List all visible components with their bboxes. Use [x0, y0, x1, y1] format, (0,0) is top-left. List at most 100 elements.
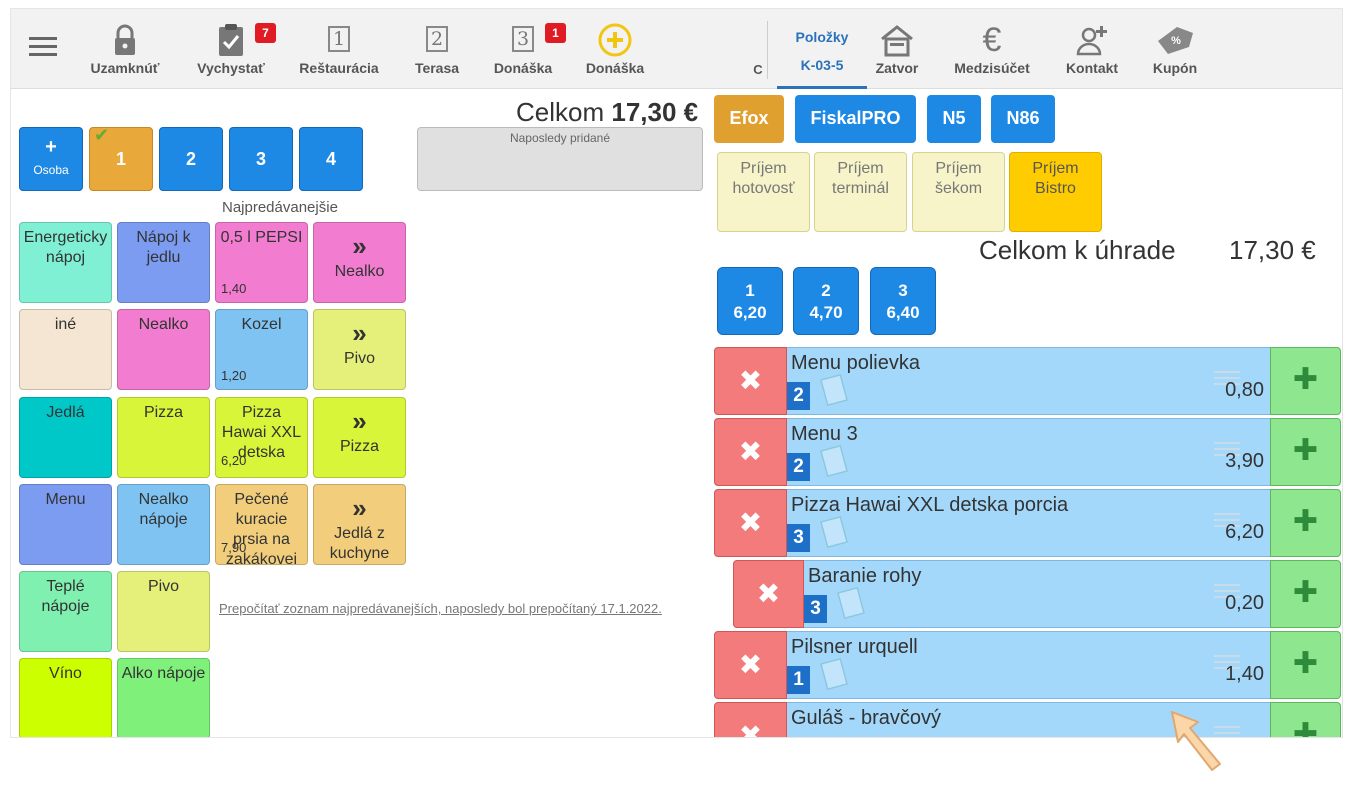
- person-3-button[interactable]: 3: [229, 127, 293, 191]
- order-item-qty: 3: [787, 524, 810, 552]
- tile-alko-napoje[interactable]: Alko nápoje: [117, 658, 210, 737]
- coupon-button[interactable]: % Kupón: [1145, 9, 1205, 89]
- cut-off-tab-label: C: [753, 62, 763, 77]
- drag-handle-icon[interactable]: [1214, 368, 1240, 394]
- new-delivery-button[interactable]: Donáška: [577, 9, 653, 89]
- tile-kozel-price: 1,20: [221, 368, 247, 383]
- delete-item-button[interactable]: ✖: [714, 702, 787, 738]
- double-chevron-icon: »: [352, 406, 367, 436]
- drag-handle-icon[interactable]: [1214, 581, 1240, 607]
- tile-energy-drink-label: Energeticky nápoj: [23, 229, 108, 266]
- fiskalpro-button[interactable]: FiskalPRO: [795, 95, 916, 143]
- tile-nealko[interactable]: Nealko: [117, 309, 210, 390]
- tile-nealko-napoje[interactable]: Nealko nápoje: [117, 484, 210, 565]
- tile-pivo[interactable]: Pivo: [117, 571, 210, 652]
- delete-item-button[interactable]: ✖: [714, 489, 787, 557]
- tile-pepsi-price: 1,40: [221, 281, 247, 296]
- tile-vino[interactable]: Víno: [19, 658, 112, 737]
- person-2-label: 2: [185, 149, 196, 169]
- delete-item-button[interactable]: ✖: [714, 631, 787, 699]
- tile-pepsi[interactable]: 0,5 l PEPSI 1,40: [215, 222, 308, 303]
- drag-handle-icon[interactable]: [1214, 439, 1240, 465]
- person-1-button[interactable]: ✔ 1: [89, 125, 153, 191]
- receive-cash-button[interactable]: Príjem hotovosť: [717, 152, 810, 232]
- tile-kuracie-prsia[interactable]: Pečené kuracie prsia na zakákovei 7,90: [215, 484, 308, 565]
- person-2-button[interactable]: 2: [159, 127, 223, 191]
- double-chevron-icon: »: [352, 493, 367, 523]
- order-item-body[interactable]: Menu 3 2 3,90: [787, 418, 1270, 486]
- cut-off-tab[interactable]: C: [751, 9, 765, 89]
- recalculate-top-sellers-link[interactable]: Prepočítať zoznam najpredávanejších, nap…: [219, 601, 662, 616]
- order-item-row: ✖ Menu 3 2 3,90 ✚: [714, 418, 1341, 486]
- note-icon: [837, 587, 865, 619]
- toolbar-divider: [767, 21, 768, 79]
- add-contact-icon: [1076, 26, 1107, 56]
- order-item-body[interactable]: Pilsner urquell 1 1,40: [787, 631, 1270, 699]
- tile-pivo-nav[interactable]: » Pivo: [313, 309, 406, 390]
- add-item-button[interactable]: ✚: [1270, 702, 1341, 737]
- tile-ine[interactable]: iné: [19, 309, 112, 390]
- tile-energy-drink[interactable]: Energeticky nápoj: [19, 222, 112, 303]
- receive-cheque-button[interactable]: Príjem šekom: [912, 152, 1005, 232]
- delivery-area-button[interactable]: 3 1 Donáška: [485, 9, 566, 89]
- receive-bistro-button[interactable]: Príjem Bistro: [1009, 152, 1102, 232]
- contact-button[interactable]: Kontakt: [1059, 9, 1125, 89]
- add-person-button[interactable]: + Osoba: [19, 127, 83, 191]
- tile-pizza[interactable]: Pizza: [117, 397, 210, 478]
- tile-nealko-nav-label: Nealko: [334, 263, 385, 280]
- tile-pizza-nav[interactable]: » Pizza: [313, 397, 406, 478]
- drag-handle-icon[interactable]: [1214, 510, 1240, 536]
- tile-kozel[interactable]: Kozel 1,20: [215, 309, 308, 390]
- tile-jedla-nav[interactable]: » Jedlá z kuchyne: [313, 484, 406, 565]
- order-item-body[interactable]: Baranie rohy 3 0,20: [804, 560, 1270, 628]
- delete-item-button[interactable]: ✖: [714, 418, 787, 486]
- n5-button[interactable]: N5: [927, 95, 981, 143]
- close-x-icon: ✖: [738, 720, 763, 738]
- efox-button[interactable]: Efox: [714, 95, 784, 143]
- add-item-button[interactable]: ✚: [1270, 418, 1341, 486]
- close-order-button[interactable]: Zatvor: [867, 9, 927, 89]
- split-person-3-button[interactable]: 3 6,40: [870, 267, 936, 335]
- order-item-price: 3,90: [1225, 450, 1264, 472]
- add-item-button[interactable]: ✚: [1270, 489, 1341, 557]
- tile-pivo-label: Pivo: [147, 578, 180, 595]
- receive-terminal-button[interactable]: Príjem terminál: [814, 152, 907, 232]
- tile-nealko-nav[interactable]: » Nealko: [313, 222, 406, 303]
- lock-button[interactable]: Uzamknúť: [83, 9, 167, 89]
- delete-item-button[interactable]: ✖: [714, 347, 787, 415]
- order-item-name: Pilsner urquell: [791, 636, 918, 658]
- delete-item-button[interactable]: ✖: [733, 560, 804, 628]
- add-item-button[interactable]: ✚: [1270, 560, 1341, 628]
- add-item-button[interactable]: ✚: [1270, 631, 1341, 699]
- person-4-button[interactable]: 4: [299, 127, 363, 191]
- drag-handle-icon[interactable]: [1214, 652, 1240, 678]
- plus-icon: ✚: [1292, 363, 1319, 396]
- tile-pizza-hawai[interactable]: Pizza Hawai XXL detska 6,20: [215, 397, 308, 478]
- tile-meal-drink[interactable]: Nápoj k jedlu: [117, 222, 210, 303]
- clipboard-check-icon: [219, 24, 243, 56]
- order-item-body[interactable]: Pizza Hawai XXL detska porcia 3 6,20: [787, 489, 1270, 557]
- restaurant-area-button[interactable]: 1 Reštaurácia: [291, 9, 387, 89]
- order-item-body[interactable]: Menu polievka 2 0,80: [787, 347, 1270, 415]
- tile-jedla[interactable]: Jedlá: [19, 397, 112, 478]
- hamburger-menu-icon[interactable]: [29, 35, 57, 59]
- tile-teple-napoje[interactable]: Teplé nápoje: [19, 571, 112, 652]
- prepare-button[interactable]: 7 Vychystať: [189, 9, 276, 89]
- terrace-area-button[interactable]: 2 Terasa: [405, 9, 469, 89]
- order-item-name: Baranie rohy: [808, 565, 922, 587]
- split-person-1-button[interactable]: 1 6,20: [717, 267, 783, 335]
- split-3-number: 3: [898, 281, 908, 300]
- split-2-amount: 4,70: [809, 303, 843, 322]
- tile-kozel-label: Kozel: [241, 316, 282, 333]
- subtotal-button[interactable]: € Medzisúčet: [947, 9, 1037, 89]
- tile-menu[interactable]: Menu: [19, 484, 112, 565]
- tab-items[interactable]: Položky K-03-5: [777, 17, 867, 89]
- order-total: Celkom 17,30 €: [516, 97, 698, 128]
- double-chevron-icon: »: [352, 231, 367, 261]
- add-item-button[interactable]: ✚: [1270, 347, 1341, 415]
- n86-button[interactable]: N86: [991, 95, 1055, 143]
- tile-pizza-label: Pizza: [143, 404, 184, 421]
- plus-icon: ✚: [1292, 505, 1319, 538]
- drag-handle-icon[interactable]: [1214, 723, 1240, 738]
- split-person-2-button[interactable]: 2 4,70: [793, 267, 859, 335]
